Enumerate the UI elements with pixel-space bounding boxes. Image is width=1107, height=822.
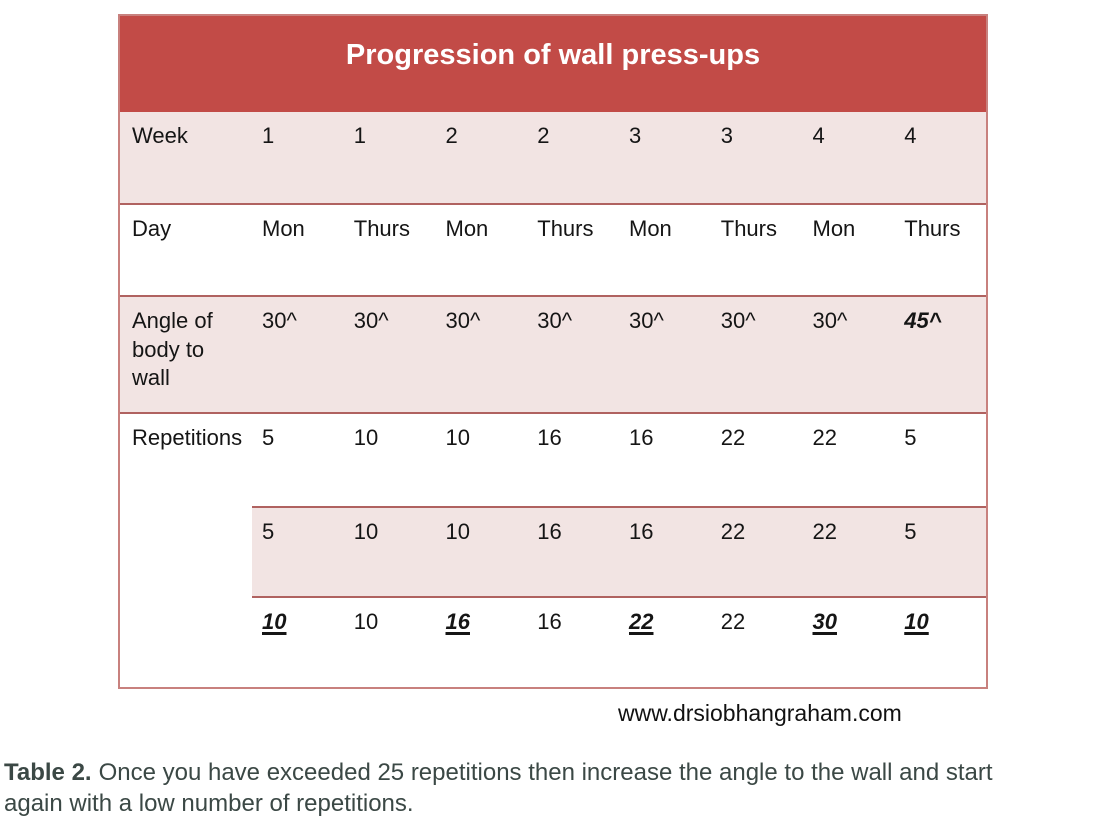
table-cell: 16: [629, 519, 654, 544]
table-cell: 3: [720, 123, 733, 148]
table-cell: 5: [262, 519, 275, 544]
table-cell: Thurs: [537, 216, 594, 241]
table-cell-emphasis: 22: [629, 609, 654, 634]
table-cell: 10: [353, 609, 379, 634]
table-cell: 16: [629, 425, 654, 450]
table-title: Progression of wall press-ups: [120, 16, 986, 112]
empty-label-cell: [120, 506, 252, 598]
table-cell: 22: [720, 519, 746, 544]
table-cell: Mon: [629, 216, 672, 241]
table-cell: 22: [720, 609, 746, 634]
table-row-week: Week 1 1 2 2 3 3 4 4: [120, 112, 986, 205]
table-cell-emphasis: 45^: [904, 308, 942, 333]
table-cell: 22: [720, 425, 746, 450]
table-row-day: Day Mon Thurs Mon Thurs Mon Thurs Mon Th…: [120, 205, 986, 297]
table-cell-emphasis: 10: [904, 609, 929, 634]
table-cell: 10: [445, 425, 470, 450]
table-row-repetitions-3: 10 10 16 16 22 22 30 10: [120, 598, 986, 687]
row-label-angle: Angle of body to wall: [132, 308, 213, 391]
repetitions-2-block: 5 10 10 16 16 22 22 5: [252, 506, 986, 598]
table-cell: 30^: [812, 308, 848, 333]
table-cell-emphasis: 10: [262, 609, 287, 634]
table-cell: 3: [629, 123, 642, 148]
table-cell: 5: [904, 519, 917, 544]
table-cell: 22: [812, 425, 837, 450]
table-cell-emphasis: 30: [812, 609, 837, 634]
table-cell: Mon: [445, 216, 489, 241]
website-attribution: www.drsiobhangraham.com: [618, 700, 902, 726]
table-cell: 30^: [262, 308, 297, 333]
table-cell: Mon: [812, 216, 856, 241]
table-cell-emphasis: 16: [445, 609, 470, 634]
table-cell: 16: [537, 425, 562, 450]
table-cell: 30^: [537, 308, 573, 333]
table-cell: Thurs: [720, 216, 777, 241]
table-cell: 2: [445, 123, 458, 148]
table-cell: 22: [812, 519, 837, 544]
table-cell: Thurs: [353, 216, 410, 241]
table-cell: 2: [537, 123, 550, 148]
table-cell: Mon: [262, 216, 305, 241]
row-label-repetitions: Repetitions: [132, 425, 243, 450]
table-cell: 30^: [353, 308, 389, 333]
caption-label: Table 2.: [4, 759, 92, 786]
table-caption: Table 2. Once you have exceeded 25 repeti…: [4, 757, 1004, 819]
table-cell: 30^: [629, 308, 664, 333]
table-cell: 4: [812, 123, 825, 148]
table-cell: 10: [445, 519, 470, 544]
table-cell: 10: [353, 425, 379, 450]
table-row-angle: Angle of body to wall 30^ 30^ 30^ 30^ 30…: [120, 297, 986, 414]
table-cell: 16: [537, 519, 562, 544]
empty-label-cell: [120, 598, 252, 687]
table-cell: 10: [353, 519, 379, 544]
row-label-day: Day: [132, 216, 172, 241]
table-cell: 30^: [720, 308, 756, 333]
table-cell: 1: [262, 123, 275, 148]
table-cell: 30^: [445, 308, 481, 333]
table-cell: 1: [353, 123, 366, 148]
table-cell: 5: [262, 425, 275, 450]
table-cell: Thurs: [904, 216, 961, 241]
table-row-repetitions-2: 5 10 10 16 16 22 22 5: [120, 506, 986, 598]
table-cell: 16: [537, 609, 562, 634]
table-cell: 5: [904, 425, 917, 450]
table-row-repetitions-1: Repetitions 5 10 10 16 16 22 22 5: [120, 414, 986, 506]
caption-text: Once you have exceeded 25 repetitions th…: [4, 759, 993, 817]
table-cell: 4: [904, 123, 917, 148]
row-label-week: Week: [132, 123, 188, 148]
progression-table: Progression of wall press-ups Week 1 1 2…: [118, 14, 988, 689]
